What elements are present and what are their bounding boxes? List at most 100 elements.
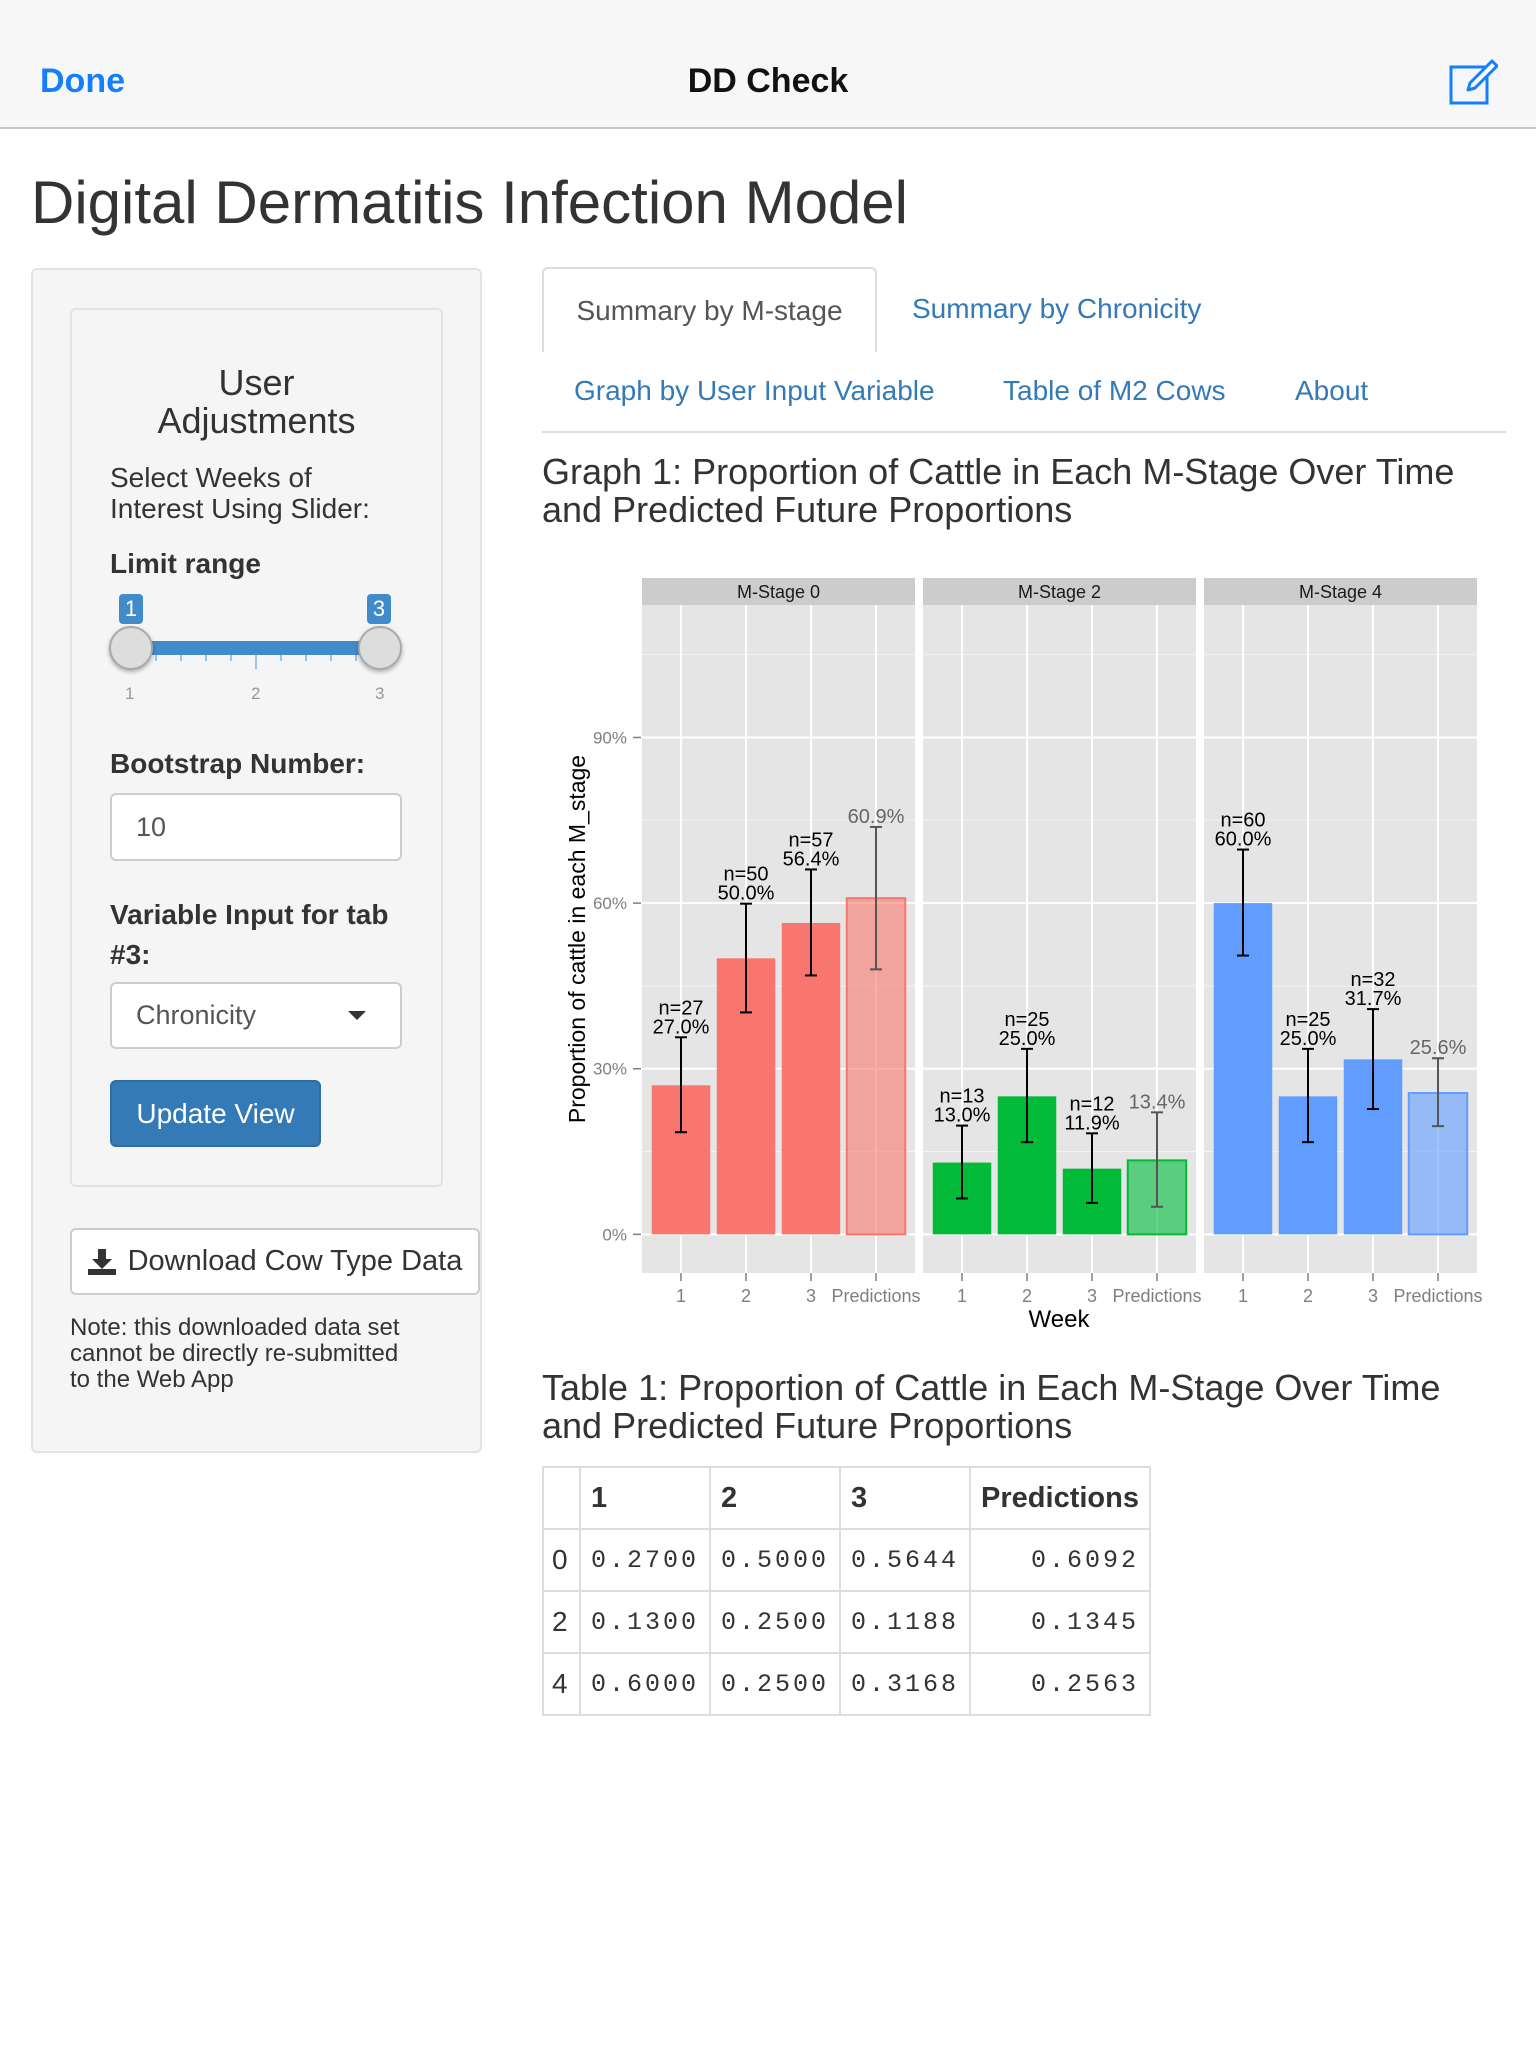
facet-strip xyxy=(642,578,915,605)
bar-label: 11.9% xyxy=(1064,1112,1119,1134)
table-row: 0 0.2700 0.5000 0.5644 0.6092 xyxy=(542,1528,1151,1592)
bar-label: 50.0% xyxy=(718,883,775,905)
slider-label: Limit range xyxy=(110,548,261,579)
facet-label: M-Stage 0 xyxy=(737,582,820,602)
tab-summary-by-m-stage[interactable]: Summary by M-stage xyxy=(542,267,877,352)
x-tick-label: Predictions xyxy=(831,1286,920,1306)
bar xyxy=(1213,903,1273,1235)
table-header: 3 xyxy=(839,1466,972,1530)
y-tick-label: 60% xyxy=(593,894,627,913)
table-header: Predictions xyxy=(969,1466,1151,1530)
bar-label: n=32 xyxy=(1350,969,1395,991)
bar-label: n=57 xyxy=(788,829,833,851)
table-title: Table 1: Proportion of Cattle in Each M-… xyxy=(542,1367,1441,1446)
slider-tick-label: 2 xyxy=(251,684,261,703)
update-view-button[interactable]: Update View xyxy=(110,1080,321,1147)
proportion-table: 1 2 3 Predictions 0 0.2700 0.5000 0.5644 0.6… xyxy=(542,1466,1151,1716)
bar-label: 25.6% xyxy=(1410,1037,1467,1059)
variable-select[interactable]: Chronicity xyxy=(110,982,402,1049)
table-header: 1 xyxy=(578,1466,712,1530)
x-tick-label: 1 xyxy=(1238,1286,1248,1306)
table-cell: 0.6092 xyxy=(969,1528,1151,1592)
bar-label: 25.0% xyxy=(1280,1028,1337,1050)
x-axis-label: Week xyxy=(1029,1306,1091,1333)
row-label: 4 xyxy=(542,1652,581,1716)
table-cell: 0.2700 xyxy=(578,1528,712,1592)
row-label: 0 xyxy=(542,1528,581,1592)
bar-label: 60.0% xyxy=(1215,829,1272,851)
download-button[interactable]: Download Cow Type Data xyxy=(70,1228,480,1295)
slider-tick-label: 3 xyxy=(375,684,385,703)
table-header xyxy=(542,1466,581,1530)
bar-label: 27.0% xyxy=(653,1016,710,1038)
row-label: 2 xyxy=(542,1590,581,1654)
download-icon xyxy=(87,1248,116,1275)
x-tick-label: 1 xyxy=(957,1286,967,1306)
compose-icon[interactable] xyxy=(1448,58,1498,108)
bar-label: n=25 xyxy=(1285,1009,1330,1031)
slider-grid xyxy=(130,655,382,669)
bar-label: 13.0% xyxy=(934,1105,991,1127)
nav-title: DD Check xyxy=(687,62,849,100)
bar-label: 56.4% xyxy=(783,848,840,870)
table-cell: 0.1345 xyxy=(969,1590,1151,1654)
x-tick-label: 2 xyxy=(1303,1286,1313,1306)
bar-label: n=60 xyxy=(1220,810,1265,832)
slider-bar[interactable] xyxy=(131,641,381,655)
m-stage-chart: 0% 30% 60% 90%Proportion of cattle in each … xyxy=(564,578,1483,1333)
tab-table-of-m2-cows[interactable]: Table of M2 Cows xyxy=(1003,375,1226,406)
sidebar-heading: User Adjustments xyxy=(157,362,356,441)
graph-title: Graph 1: Proportion of Cattle in Each M-… xyxy=(542,451,1455,530)
slider-tick-label: 1 xyxy=(125,684,135,703)
slider-to-label: 3 xyxy=(367,594,391,624)
tab-summary-by-chronicity[interactable]: Summary by Chronicity xyxy=(912,293,1202,324)
slider-handle-from[interactable] xyxy=(109,626,153,670)
caret-down-icon xyxy=(348,1011,366,1020)
slider-from-label: 1 xyxy=(119,594,143,624)
table-cell: 0.2500 xyxy=(709,1652,842,1716)
bootstrap-label: Bootstrap Number: xyxy=(110,748,366,779)
done-button[interactable]: Done xyxy=(40,62,125,100)
bar-label: 13.4% xyxy=(1129,1091,1186,1113)
table-cell: 0.5644 xyxy=(839,1528,972,1592)
table-cell: 0.1300 xyxy=(578,1590,712,1654)
variable-input-label: Variable Input for tab #3: xyxy=(110,899,389,970)
tab-graph-by-user-input[interactable]: Graph by User Input Variable xyxy=(574,375,935,406)
navigation-bar xyxy=(0,0,1536,129)
download-button-label: Download Cow Type Data xyxy=(127,1245,463,1277)
x-tick-label: 3 xyxy=(1087,1286,1097,1306)
tab-divider xyxy=(542,431,1506,433)
tab-about[interactable]: About xyxy=(1295,375,1369,406)
bar-label: 25.0% xyxy=(999,1028,1056,1050)
table-header: 2 xyxy=(709,1466,842,1530)
x-tick-label: 3 xyxy=(1368,1286,1378,1306)
slider-intro: Select Weeks of Interest Using Slider: xyxy=(110,462,370,524)
bar-label: n=13 xyxy=(939,1086,984,1108)
bar-label: n=27 xyxy=(658,997,703,1019)
y-axis-label: Proportion of cattle in each M_stage xyxy=(564,755,590,1123)
table-cell: 0.6000 xyxy=(578,1652,712,1716)
bar-label: n=25 xyxy=(1004,1009,1049,1031)
facet-strip xyxy=(923,578,1196,605)
x-tick-label: 2 xyxy=(741,1286,751,1306)
x-tick-label: 1 xyxy=(676,1286,686,1306)
download-note: Note: this downloaded data set cannot be … xyxy=(70,1314,400,1393)
x-tick-label: 3 xyxy=(806,1286,816,1306)
table-row: 4 0.6000 0.2500 0.3168 0.2563 xyxy=(542,1652,1151,1716)
y-tick-label: 30% xyxy=(593,1060,627,1079)
table-cell: 0.3168 xyxy=(839,1652,972,1716)
facet-label: M-Stage 2 xyxy=(1018,582,1101,602)
y-tick-label: 0% xyxy=(602,1225,627,1244)
facet-strip xyxy=(1204,578,1477,605)
table-cell: 0.2500 xyxy=(709,1590,842,1654)
bar-label: n=50 xyxy=(723,864,768,886)
bootstrap-number-input[interactable]: 10 xyxy=(110,793,402,861)
bar-label: 60.9% xyxy=(848,806,905,828)
table-header-row: 1 2 3 Predictions xyxy=(542,1466,1151,1530)
bar-label: n=12 xyxy=(1069,1093,1114,1115)
table-cell: 0.2563 xyxy=(969,1652,1151,1716)
x-tick-label: Predictions xyxy=(1393,1286,1482,1306)
bar-label: 31.7% xyxy=(1345,988,1402,1010)
x-tick-label: 2 xyxy=(1022,1286,1032,1306)
slider-handle-to[interactable] xyxy=(358,626,402,670)
